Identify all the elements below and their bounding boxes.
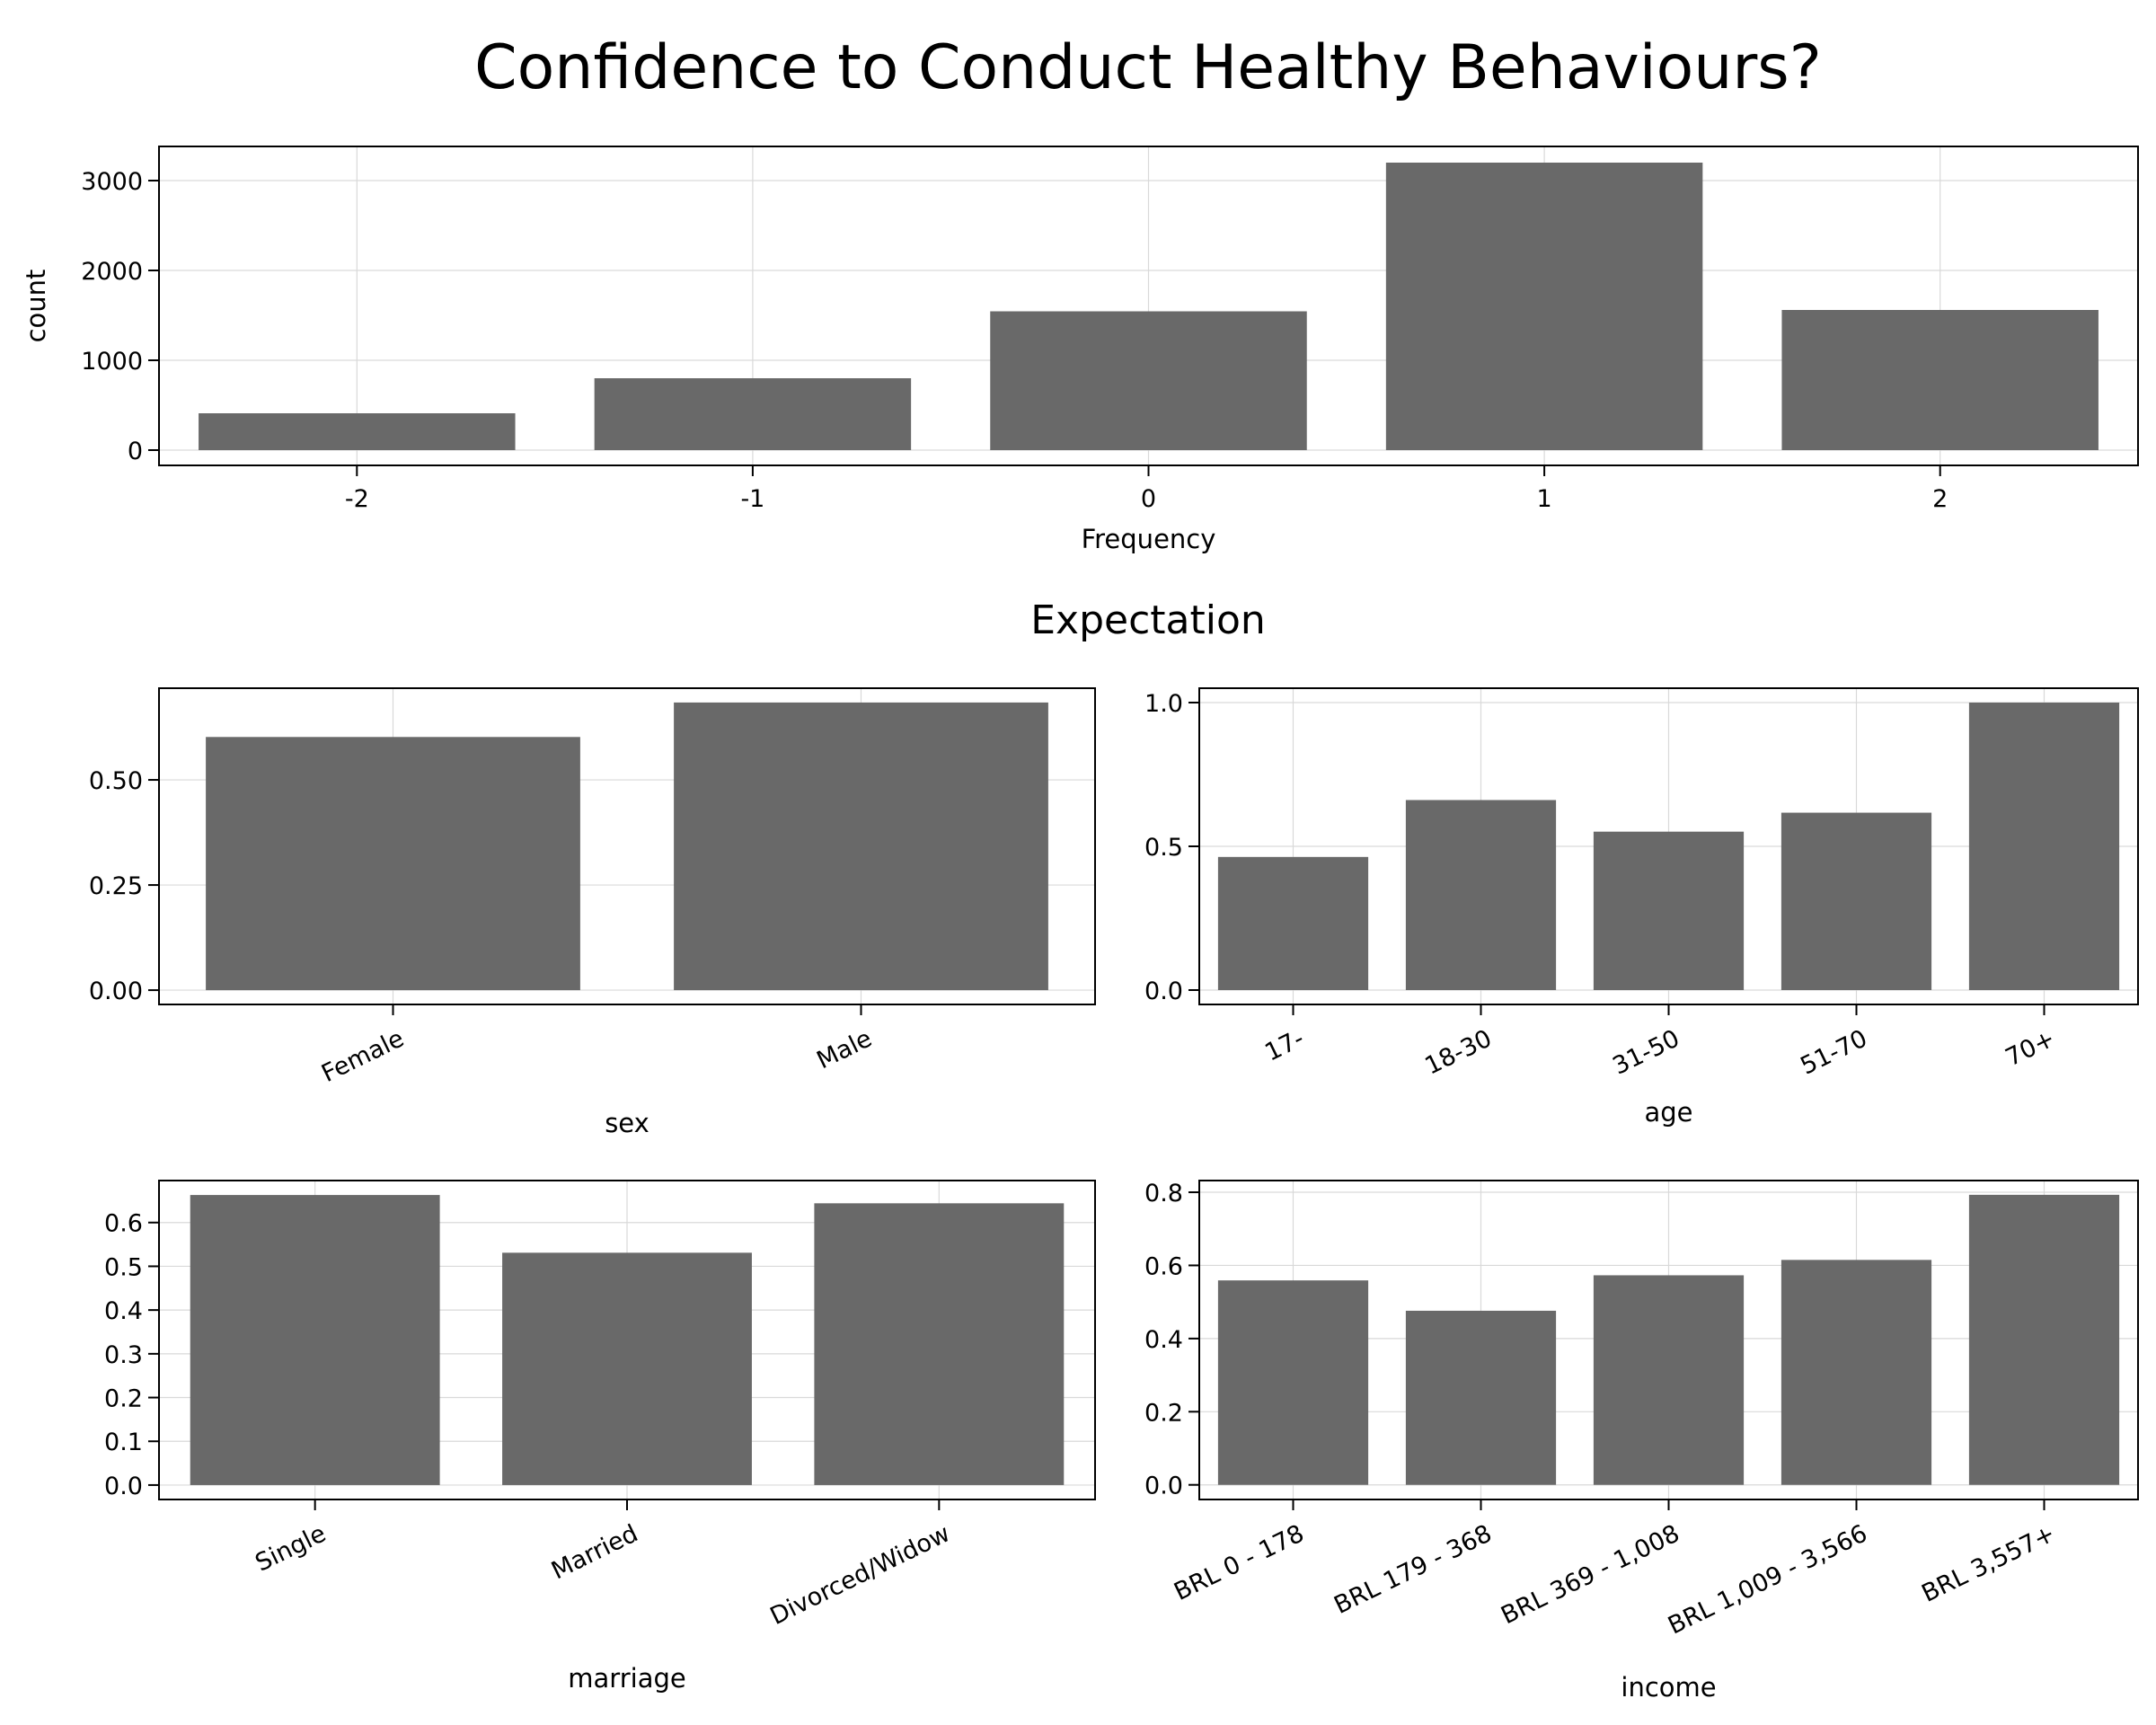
- bar-age: [1217, 856, 1369, 990]
- chart-age: 0.0 0.5 1.0 17- 18-30 31-50 51-70 70+ age: [1144, 687, 2139, 1128]
- bar-age: [1968, 703, 2120, 990]
- bar-income: [1780, 1260, 1932, 1485]
- x-tick-label: 0: [1141, 485, 1156, 513]
- bar-income: [1217, 1280, 1369, 1485]
- x-tick-label: BRL 3,557+: [1917, 1519, 2059, 1607]
- bar-frequency: [990, 311, 1307, 450]
- x-tick-label: Male: [812, 1024, 876, 1075]
- y-tick-label: 0.4: [104, 1297, 143, 1325]
- x-tick-label: 18-30: [1420, 1024, 1496, 1080]
- bar-income: [1405, 1310, 1557, 1485]
- figure-title: Confidence to Conduct Healthy Behaviours…: [474, 32, 1822, 103]
- chart-frequency: 0 1000 2000 3000 -2 -1 0 1 2 Frequency count: [21, 146, 2139, 554]
- y-tick-label: 1000: [81, 348, 143, 376]
- x-tick-label: BRL 179 - 368: [1330, 1519, 1496, 1620]
- bar-age: [1780, 812, 1932, 990]
- y-tick-label: 0.6: [104, 1210, 143, 1238]
- y-tick-label: 2000: [81, 258, 143, 286]
- bar-income: [1968, 1194, 2120, 1485]
- bar-frequency: [199, 413, 516, 450]
- bar-sex: [206, 737, 580, 991]
- y-tick-label: 0: [128, 438, 143, 465]
- x-tick-label: Female: [317, 1024, 408, 1088]
- x-tick-label: BRL 0 - 178: [1170, 1519, 1308, 1606]
- y-tick-label: 0.0: [104, 1473, 143, 1500]
- bar-marriage: [814, 1203, 1065, 1485]
- y-tick-label: 3000: [81, 168, 143, 196]
- x-tick-label: 70+: [2001, 1024, 2060, 1072]
- x-tick-label: Married: [547, 1519, 642, 1585]
- y-axis-label: count: [21, 270, 51, 343]
- y-tick-label: 0.50: [89, 767, 143, 795]
- bar-age: [1405, 800, 1557, 990]
- y-tick-label: 0.3: [104, 1341, 143, 1369]
- x-tick-label: 31-50: [1608, 1024, 1683, 1080]
- y-tick-label: 0.6: [1144, 1252, 1183, 1280]
- chart-sex: 0.00 0.25 0.50 Female Male sex: [89, 687, 1096, 1138]
- x-axis-label: income: [1621, 1672, 1716, 1703]
- y-tick-label: 0.5: [1144, 834, 1183, 862]
- bar-frequency: [1781, 310, 2099, 450]
- x-tick-label: -1: [740, 485, 764, 513]
- x-tick-label: 51-70: [1796, 1024, 1871, 1080]
- y-tick-label: 1.0: [1144, 690, 1183, 718]
- x-axis-label: sex: [605, 1108, 649, 1138]
- bar-frequency: [594, 378, 912, 450]
- y-tick-label: 0.4: [1144, 1326, 1183, 1354]
- x-tick-label: 1: [1537, 485, 1552, 513]
- x-tick-label: 2: [1932, 485, 1948, 513]
- bar-marriage: [190, 1195, 440, 1485]
- x-tick-label: -2: [345, 485, 369, 513]
- y-tick-label: 0.2: [1144, 1399, 1183, 1427]
- y-tick-label: 0.1: [104, 1429, 143, 1456]
- x-tick-label: BRL 369 - 1,008: [1497, 1519, 1683, 1630]
- chart-marriage: 0.0 0.1 0.2 0.3 0.4 0.5 0.6 Single Married Divorc…: [104, 1180, 1096, 1694]
- x-tick-label: 17-: [1260, 1024, 1308, 1066]
- section-title: Expectation: [1030, 597, 1266, 643]
- y-tick-label: 0.25: [89, 872, 143, 900]
- y-tick-label: 0.0: [1144, 1473, 1183, 1500]
- x-axis-label: marriage: [568, 1663, 685, 1694]
- bar-marriage: [502, 1252, 752, 1485]
- bar-frequency: [1385, 163, 1703, 450]
- x-tick-label: BRL 1,009 - 3,566: [1664, 1519, 1871, 1640]
- y-tick-label: 0.2: [104, 1385, 143, 1413]
- plot-frame: [158, 687, 1096, 1005]
- bar-income: [1593, 1275, 1745, 1485]
- x-axis-label: age: [1644, 1097, 1692, 1128]
- y-tick-label: 0.5: [104, 1253, 143, 1281]
- y-tick-label: 0.8: [1144, 1180, 1183, 1208]
- bar-age: [1593, 831, 1745, 990]
- x-tick-label: Divorced/Widow: [766, 1519, 955, 1631]
- y-tick-label: 0.00: [89, 978, 143, 1005]
- x-tick-label: Single: [252, 1519, 331, 1577]
- bar-sex: [674, 702, 1048, 991]
- y-tick-label: 0.0: [1144, 978, 1183, 1005]
- x-axis-label: Frequency: [1082, 524, 1216, 554]
